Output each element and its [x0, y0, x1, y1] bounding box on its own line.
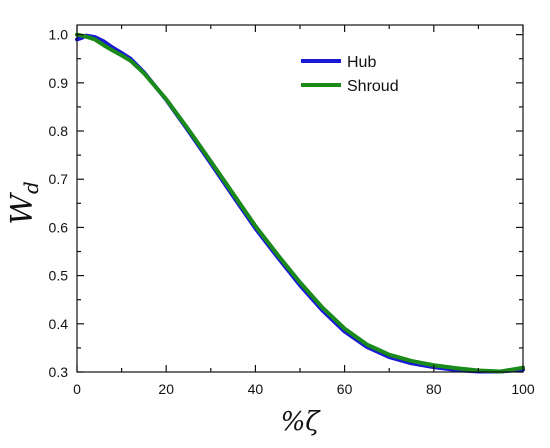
- legend-label-shroud: Shroud: [347, 78, 399, 95]
- x-tick-label: 20: [158, 381, 174, 397]
- y-tick-label: 0.4: [49, 316, 69, 332]
- y-tick-label: 0.3: [49, 364, 69, 380]
- x-tick-label: 80: [426, 381, 442, 397]
- series-layer: [75, 32, 525, 374]
- y-tick-label: 0.8: [49, 123, 69, 139]
- y-axis-title: Wd: [5, 181, 43, 225]
- ticks-layer: [76, 25, 524, 373]
- legend: Hub Shroud: [301, 54, 399, 95]
- y-tick-label: 0.5: [49, 268, 69, 284]
- legend-label-hub: Hub: [347, 54, 376, 71]
- y-tick-label: 1.0: [49, 27, 69, 43]
- x-tick-label: 0: [73, 381, 81, 397]
- y-tick-label: 0.6: [49, 219, 69, 235]
- x-tick-label: 40: [248, 381, 264, 397]
- x-axis-title: %ζ: [281, 407, 322, 437]
- tick-labels-layer: 0 20 40 60 80 100 0.3 0.4 0.5 0.6 0.7 0.8 0.9 1.0: [49, 27, 535, 397]
- y-tick-label: 0.9: [49, 75, 69, 91]
- y-tick-label: 0.7: [49, 171, 69, 187]
- y-axis-title-subscript: d: [19, 181, 43, 194]
- x-tick-label: 60: [337, 381, 353, 397]
- y-axis-title-main: W: [5, 192, 40, 225]
- x-tick-label: 100: [511, 381, 535, 397]
- series-line-shroud: [75, 32, 525, 374]
